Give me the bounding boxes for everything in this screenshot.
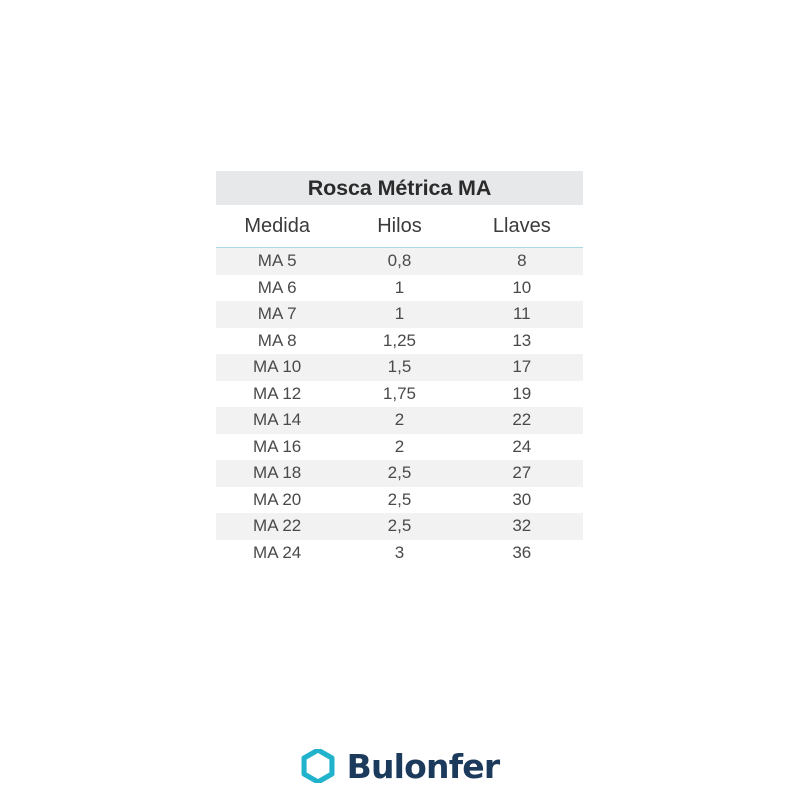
- cell-medida: MA 12: [216, 380, 339, 407]
- table-row: MA 16 2 24: [216, 433, 583, 460]
- cell-llaves: 13: [460, 327, 583, 354]
- cell-llaves: 10: [460, 274, 583, 301]
- cell-medida: MA 10: [216, 354, 339, 381]
- cell-medida: MA 22: [216, 513, 339, 540]
- table-row: MA 6 1 10: [216, 274, 583, 301]
- table-head: Rosca Métrica MA Medida Hilos Llaves: [216, 171, 583, 248]
- cell-hilos: 2,5: [338, 460, 461, 487]
- table-row: MA 10 1,5 17: [216, 354, 583, 381]
- table-row: MA 5 0,8 8: [216, 247, 583, 275]
- rosca-metrica-table: Rosca Métrica MA Medida Hilos Llaves MA …: [216, 171, 583, 566]
- hex-nut-icon: [301, 747, 335, 785]
- column-header-medida: Medida: [216, 205, 339, 248]
- cell-hilos: 1,5: [338, 354, 461, 381]
- brand-wordmark: Bulonfer: [346, 746, 501, 786]
- cell-llaves: 24: [460, 433, 583, 460]
- cell-hilos: 1,25: [338, 327, 461, 354]
- column-header-hilos: Hilos: [338, 205, 461, 248]
- cell-llaves: 27: [460, 460, 583, 487]
- cell-llaves: 17: [460, 354, 583, 381]
- cell-hilos: 2: [338, 433, 461, 460]
- cell-llaves: 30: [460, 486, 583, 513]
- table-row: MA 14 2 22: [216, 407, 583, 434]
- cell-llaves: 32: [460, 513, 583, 540]
- cell-medida: MA 6: [216, 274, 339, 301]
- table-row: MA 20 2,5 30: [216, 486, 583, 513]
- table-row: MA 12 1,75 19: [216, 380, 583, 407]
- cell-llaves: 22: [460, 407, 583, 434]
- brand-logo: Bulonfer: [0, 742, 800, 790]
- column-header-llaves: Llaves: [460, 205, 583, 248]
- cell-llaves: 19: [460, 380, 583, 407]
- cell-medida: MA 14: [216, 407, 339, 434]
- cell-hilos: 1: [338, 274, 461, 301]
- cell-hilos: 2,5: [338, 513, 461, 540]
- table-row: MA 22 2,5 32: [216, 513, 583, 540]
- column-header-row: Medida Hilos Llaves: [216, 205, 583, 248]
- cell-medida: MA 24: [216, 539, 339, 566]
- cell-medida: MA 16: [216, 433, 339, 460]
- table-row: MA 18 2,5 27: [216, 460, 583, 487]
- cell-medida: MA 7: [216, 301, 339, 328]
- cell-hilos: 3: [338, 539, 461, 566]
- cell-llaves: 36: [460, 539, 583, 566]
- cell-hilos: 1,75: [338, 380, 461, 407]
- cell-hilos: 1: [338, 301, 461, 328]
- table-row: MA 7 1 11: [216, 301, 583, 328]
- table-body: MA 5 0,8 8 MA 6 1 10 MA 7 1 11 MA 8 1,25: [216, 247, 583, 566]
- cell-hilos: 2,5: [338, 486, 461, 513]
- cell-llaves: 8: [460, 247, 583, 275]
- cell-medida: MA 5: [216, 247, 339, 275]
- cell-medida: MA 18: [216, 460, 339, 487]
- title-row: Rosca Métrica MA: [216, 171, 583, 205]
- cell-hilos: 0,8: [338, 247, 461, 275]
- cell-medida: MA 8: [216, 327, 339, 354]
- cell-hilos: 2: [338, 407, 461, 434]
- spec-table-container: Rosca Métrica MA Medida Hilos Llaves MA …: [216, 171, 583, 566]
- table-row: MA 24 3 36: [216, 539, 583, 566]
- cell-medida: MA 20: [216, 486, 339, 513]
- cell-llaves: 11: [460, 301, 583, 328]
- table-title: Rosca Métrica MA: [216, 171, 583, 205]
- table-row: MA 8 1,25 13: [216, 327, 583, 354]
